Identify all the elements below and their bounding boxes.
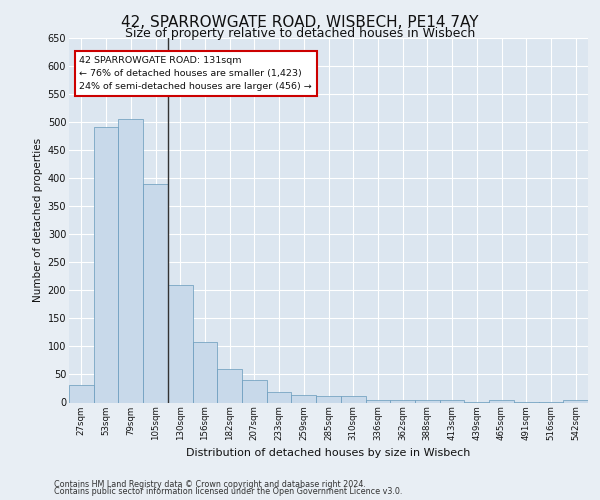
Bar xyxy=(168,284,193,403)
Bar xyxy=(118,119,143,403)
Bar xyxy=(267,392,292,402)
Bar xyxy=(242,380,267,402)
Text: 42 SPARROWGATE ROAD: 131sqm
← 76% of detached houses are smaller (1,423)
24% of : 42 SPARROWGATE ROAD: 131sqm ← 76% of det… xyxy=(79,56,312,91)
Bar xyxy=(69,384,94,402)
Text: Contains HM Land Registry data © Crown copyright and database right 2024.: Contains HM Land Registry data © Crown c… xyxy=(54,480,366,489)
Bar xyxy=(316,396,341,402)
Bar xyxy=(217,370,242,402)
Y-axis label: Number of detached properties: Number of detached properties xyxy=(34,138,43,302)
Bar xyxy=(563,400,588,402)
Bar xyxy=(143,184,168,402)
Text: Size of property relative to detached houses in Wisbech: Size of property relative to detached ho… xyxy=(125,28,475,40)
Text: Contains public sector information licensed under the Open Government Licence v3: Contains public sector information licen… xyxy=(54,488,403,496)
X-axis label: Distribution of detached houses by size in Wisbech: Distribution of detached houses by size … xyxy=(187,448,470,458)
Bar xyxy=(390,400,415,402)
Bar xyxy=(489,400,514,402)
Bar xyxy=(415,400,440,402)
Bar xyxy=(193,342,217,402)
Text: 42, SPARROWGATE ROAD, WISBECH, PE14 7AY: 42, SPARROWGATE ROAD, WISBECH, PE14 7AY xyxy=(121,15,479,30)
Bar xyxy=(341,396,365,402)
Bar xyxy=(94,128,118,402)
Bar xyxy=(292,394,316,402)
Bar xyxy=(365,400,390,402)
Bar xyxy=(440,400,464,402)
